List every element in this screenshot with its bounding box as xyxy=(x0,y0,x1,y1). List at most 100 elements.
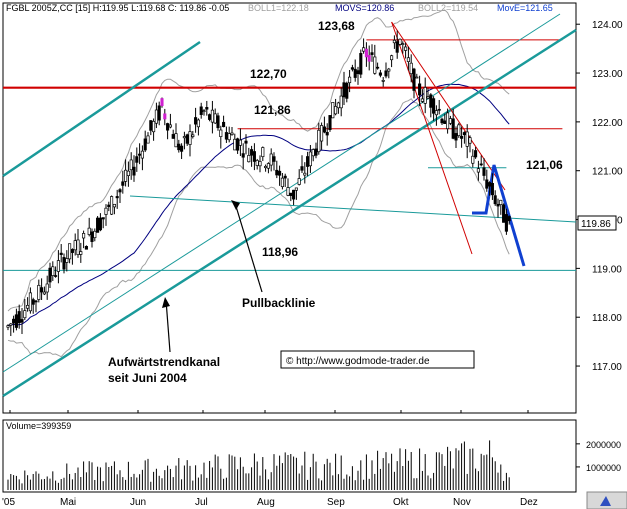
last-price: 119.86 xyxy=(581,219,611,230)
candle-body xyxy=(258,161,262,167)
candle-body xyxy=(168,124,172,128)
candle-body xyxy=(236,138,240,151)
candle-body xyxy=(124,169,128,182)
candle-body xyxy=(462,132,466,136)
price-tick-label: 121.00 xyxy=(592,167,623,178)
price-tick-label: 119.00 xyxy=(592,264,622,275)
candle-body xyxy=(126,170,130,176)
price-panel xyxy=(2,2,577,414)
candle-body xyxy=(406,57,410,62)
candle-body xyxy=(437,108,441,111)
channel-arrow xyxy=(165,299,171,353)
candle-body xyxy=(434,110,438,116)
candle-body xyxy=(415,76,419,79)
candle-body xyxy=(409,62,413,75)
candle-body xyxy=(336,102,340,109)
candle-body xyxy=(252,151,256,162)
candle-body xyxy=(157,105,161,121)
candle-body xyxy=(493,195,497,205)
candle-body xyxy=(56,260,60,272)
candle-body xyxy=(499,199,503,205)
candle-body xyxy=(160,98,164,107)
grid-lines xyxy=(9,410,529,413)
candle-body xyxy=(504,214,508,232)
candle-body xyxy=(174,133,178,148)
candle-body xyxy=(163,113,167,120)
pullback-arrow-head-icon xyxy=(231,200,240,210)
candlestick-series xyxy=(6,30,511,337)
candle-body xyxy=(362,47,366,52)
candle-body xyxy=(54,275,58,277)
time-tick-label: Okt xyxy=(393,497,409,508)
candle-body xyxy=(289,192,293,196)
candle-body xyxy=(353,68,357,78)
candle-body xyxy=(244,140,248,144)
candle-body xyxy=(381,80,385,82)
candle-body xyxy=(398,38,402,45)
candle-body xyxy=(320,125,324,142)
candle-body xyxy=(269,153,273,166)
candle-body xyxy=(420,98,424,102)
candle-body xyxy=(485,179,489,189)
candle-body xyxy=(247,155,251,163)
candle-body xyxy=(395,41,399,53)
candle-body xyxy=(14,314,18,328)
candle-body xyxy=(135,156,139,163)
candle-body xyxy=(110,196,114,215)
candle-body xyxy=(476,168,480,173)
candle-body xyxy=(84,246,88,250)
candle-body xyxy=(185,134,189,144)
candle-body xyxy=(342,82,346,98)
candle-body xyxy=(37,284,41,300)
candle-body xyxy=(129,159,133,171)
candle-body xyxy=(149,120,153,131)
candle-body xyxy=(82,233,86,239)
candle-body xyxy=(196,119,200,128)
candle-body xyxy=(96,217,100,233)
candle-body xyxy=(401,43,405,45)
candle-body xyxy=(45,283,49,293)
candle-body xyxy=(280,177,284,188)
candle-body xyxy=(132,166,136,176)
candle-body xyxy=(191,134,195,137)
volume-tick-label: 1000000 xyxy=(586,463,621,473)
candle-body xyxy=(107,204,111,208)
candle-body xyxy=(348,76,352,84)
candle-body xyxy=(297,178,301,185)
price-tick-label: 118.00 xyxy=(592,313,622,324)
candle-body xyxy=(42,291,46,295)
candle-body xyxy=(224,132,228,140)
header-movs: MOVS=120.86 xyxy=(335,3,394,13)
candle-body xyxy=(303,172,307,176)
candle-body xyxy=(194,117,198,125)
annotation-high: 123,68 xyxy=(318,19,355,33)
annotation-resistance-2: 121,86 xyxy=(254,103,291,117)
candle-body xyxy=(166,123,170,131)
candle-body xyxy=(20,319,24,323)
candle-body xyxy=(213,113,217,124)
candle-body xyxy=(216,115,220,129)
falling-channel-lower xyxy=(391,21,473,255)
candle-body xyxy=(454,133,458,141)
candle-body xyxy=(448,118,452,124)
candle-body xyxy=(502,204,506,223)
time-tick-label: Dez xyxy=(520,497,538,508)
candle-body xyxy=(373,56,377,74)
annotation-channel-line-2: seit Juni 2004 xyxy=(108,371,187,385)
time-tick-label: Jul xyxy=(195,497,208,508)
candle-body xyxy=(238,139,242,146)
candle-body xyxy=(146,135,150,144)
channel-arrow-head-icon xyxy=(162,297,170,308)
candle-body xyxy=(384,70,388,77)
candle-body xyxy=(68,243,72,260)
candle-body xyxy=(138,153,142,156)
candle-body xyxy=(331,102,335,119)
time-axis: '05 Mai Jun Jul Aug Sep Okt Nov Dez xyxy=(2,497,538,508)
candle-body xyxy=(457,124,461,136)
candle-body xyxy=(261,147,265,158)
candle-body xyxy=(233,138,237,151)
copyright-box xyxy=(280,350,475,369)
candle-body xyxy=(314,148,318,156)
candle-body xyxy=(308,151,312,167)
